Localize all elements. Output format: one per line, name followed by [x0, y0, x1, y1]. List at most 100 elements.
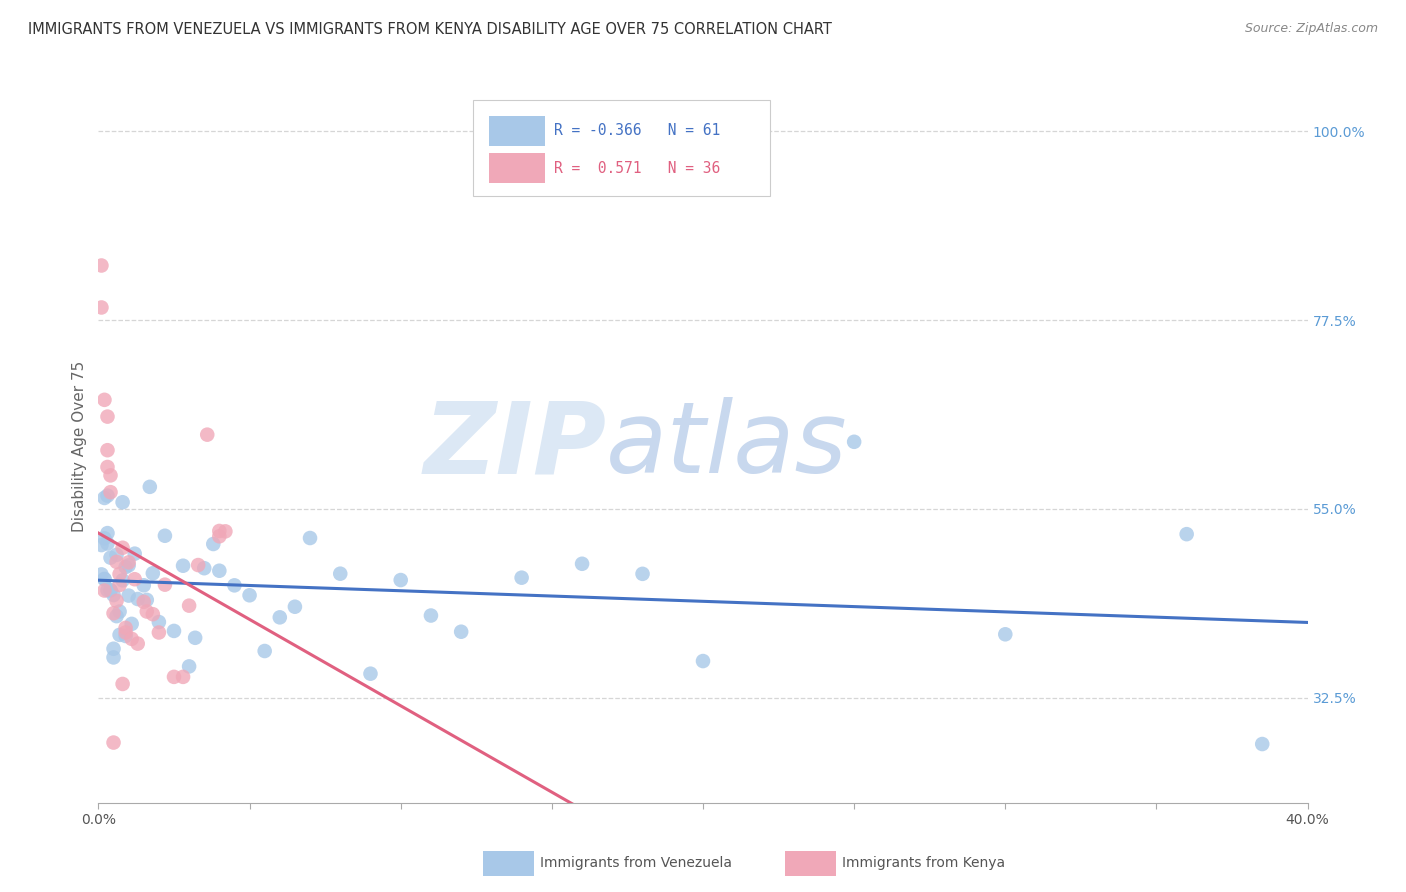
Point [1175, 527, 1198, 541]
Point [100, 583, 122, 598]
Point [105, 609, 128, 624]
Point [153, 577, 176, 591]
Point [202, 537, 225, 551]
Point [93, 491, 115, 505]
Point [214, 524, 236, 539]
Point [103, 735, 125, 749]
Point [329, 566, 352, 581]
Point [299, 531, 322, 545]
Point [389, 573, 412, 587]
Point [108, 578, 131, 592]
Point [163, 670, 186, 684]
Point [96, 460, 118, 475]
Point [100, 485, 122, 500]
Point [114, 560, 136, 574]
Y-axis label: Disability Age Over 75: Disability Age Over 75 [72, 360, 87, 532]
Point [105, 594, 128, 608]
Text: Source: ZipAtlas.com: Source: ZipAtlas.com [1244, 22, 1378, 36]
Point [100, 583, 122, 598]
Point [193, 561, 215, 575]
Point [103, 588, 125, 602]
FancyBboxPatch shape [785, 851, 837, 876]
Point [121, 632, 143, 646]
Point [253, 644, 276, 658]
Point [179, 659, 201, 673]
Point [135, 593, 157, 607]
Text: R =  0.571   N = 36: R = 0.571 N = 36 [554, 161, 720, 176]
Point [90, 538, 112, 552]
Point [96, 489, 118, 503]
Point [93, 392, 115, 407]
Point [108, 628, 131, 642]
Point [111, 677, 134, 691]
Point [135, 605, 157, 619]
Point [844, 434, 866, 449]
FancyBboxPatch shape [474, 100, 769, 196]
Point [96, 536, 118, 550]
Point [142, 566, 165, 581]
Point [124, 572, 146, 586]
Point [148, 615, 170, 629]
Point [631, 566, 654, 581]
Point [142, 607, 165, 622]
Point [124, 547, 146, 561]
Point [108, 567, 131, 582]
Point [121, 616, 143, 631]
Point [111, 541, 134, 555]
Point [360, 666, 382, 681]
Point [571, 557, 593, 571]
Point [114, 625, 136, 640]
Point [100, 468, 122, 483]
Point [208, 524, 231, 538]
Point [103, 606, 125, 620]
Point [118, 558, 141, 573]
Point [114, 629, 136, 643]
FancyBboxPatch shape [489, 153, 544, 184]
Point [111, 574, 134, 588]
Point [96, 583, 118, 598]
Point [195, 427, 218, 442]
Point [111, 495, 134, 509]
Point [139, 480, 162, 494]
Point [163, 624, 186, 638]
Text: atlas: atlas [606, 398, 848, 494]
Point [103, 650, 125, 665]
Point [90, 567, 112, 582]
Point [148, 625, 170, 640]
Point [100, 550, 122, 565]
Point [450, 624, 472, 639]
Point [105, 555, 128, 569]
Point [127, 592, 149, 607]
Point [172, 670, 194, 684]
Point [118, 589, 141, 603]
Point [105, 548, 128, 562]
Point [132, 595, 155, 609]
Point [184, 631, 207, 645]
Text: IMMIGRANTS FROM VENEZUELA VS IMMIGRANTS FROM KENYA DISABILITY AGE OVER 75 CORREL: IMMIGRANTS FROM VENEZUELA VS IMMIGRANTS … [28, 22, 832, 37]
Text: ZIP: ZIP [423, 398, 606, 494]
Point [510, 571, 533, 585]
Point [153, 529, 176, 543]
Point [127, 637, 149, 651]
Point [103, 641, 125, 656]
Point [208, 564, 231, 578]
Point [284, 599, 307, 614]
Point [239, 588, 262, 602]
FancyBboxPatch shape [489, 116, 544, 145]
Point [269, 610, 291, 624]
Point [114, 621, 136, 635]
Point [208, 529, 231, 543]
Point [93, 532, 115, 546]
Point [93, 583, 115, 598]
Point [420, 608, 443, 623]
Point [179, 599, 201, 613]
Point [108, 605, 131, 619]
Point [93, 572, 115, 586]
FancyBboxPatch shape [482, 851, 534, 876]
Text: Immigrants from Venezuela: Immigrants from Venezuela [540, 856, 731, 871]
Point [90, 301, 112, 315]
Text: Immigrants from Kenya: Immigrants from Kenya [842, 856, 1005, 871]
Point [118, 555, 141, 569]
Point [187, 558, 209, 572]
Point [90, 259, 112, 273]
